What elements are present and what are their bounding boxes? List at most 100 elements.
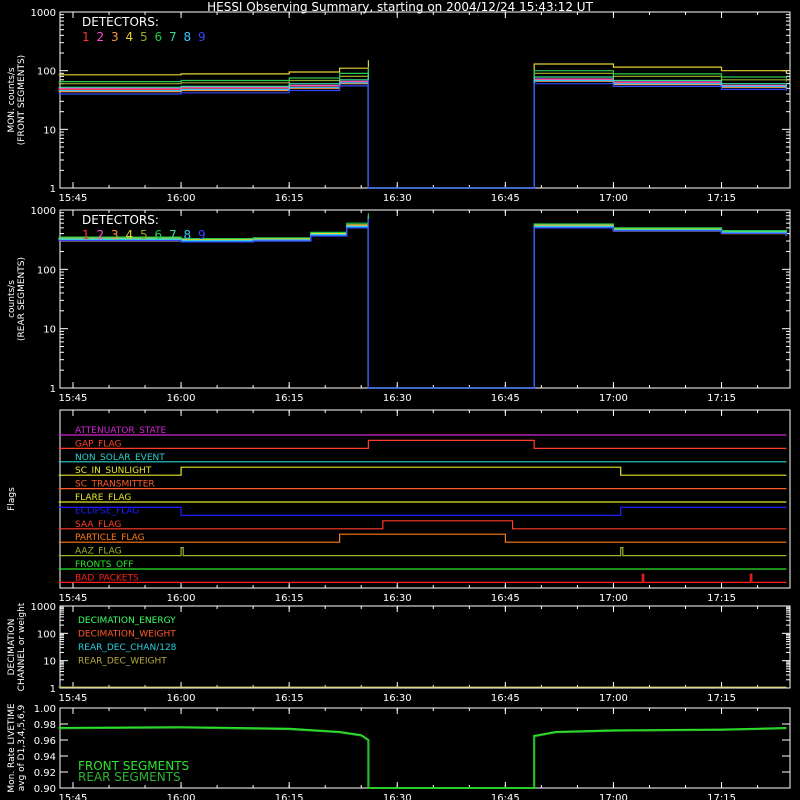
livetime-y-tick-label: 0.96 [34, 736, 56, 747]
front-y-tick-label: 1000 [31, 8, 56, 19]
flag-line-eclipse-flag [58, 506, 787, 516]
rear-legend-item: 7 [169, 228, 177, 242]
rear-legend-item: 8 [184, 228, 192, 242]
front-x-tick-label: 16:00 [167, 193, 196, 204]
front-y-tick-label: 100 [37, 67, 56, 78]
flags-x-tick-label: 16:30 [383, 593, 412, 604]
front-x-tick-label: 16:15 [275, 193, 304, 204]
flag-label: ECLIPSE_FLAG [75, 506, 139, 516]
front-series-detector-1 [58, 76, 787, 189]
rear-legend-title: DETECTORS: [82, 213, 159, 227]
decimation-y-tick-label: 100 [37, 629, 56, 640]
flag-label: SC_TRANSMITTER [75, 480, 155, 490]
livetime-legend-item: REAR SEGMENTS [78, 770, 181, 784]
rear-legend-item: 6 [155, 228, 163, 242]
chart-title: HESSI Observing Summary, starting on 200… [207, 0, 593, 14]
livetime-series [58, 727, 787, 789]
decimation-x-tick-label: 16:00 [167, 693, 196, 704]
decimation-legend-item: REAR_DEC_WEIGHT [78, 657, 167, 667]
front-legend-item: 9 [198, 30, 206, 44]
rear-x-tick-label: 15:45 [59, 393, 88, 404]
rear-legend-item: 2 [97, 228, 105, 242]
front-x-tick-label: 17:00 [599, 193, 628, 204]
livetime-y-tick-label: 0.90 [34, 784, 56, 795]
rear-x-tick-label: 16:15 [275, 393, 304, 404]
front-legend-item: 7 [169, 30, 177, 44]
flags-y-axis-label: Flags [7, 487, 17, 511]
rear-y-axis-label: counts/s [7, 280, 17, 318]
rear-x-tick-label: 16:30 [383, 393, 412, 404]
decimation-x-tick-label: 16:45 [491, 693, 520, 704]
front-x-tick-label: 15:45 [59, 193, 88, 204]
flag-label: FRONTS_OFF [75, 560, 133, 570]
decimation-x-tick-label: 17:00 [599, 693, 628, 704]
decimation-x-tick-label: 17:15 [707, 693, 736, 704]
flag-label: AAZ_FLAG [75, 547, 122, 557]
rear-legend-item: 9 [198, 228, 206, 242]
flag-line-sc-in-sunlight [58, 466, 787, 476]
rear-series-detector-7 [58, 217, 787, 389]
flag-label: BAD_PACKETS [75, 573, 139, 583]
flag-line-particle-flag [58, 533, 787, 543]
front-series-detector-6 [58, 67, 787, 189]
front-y-axis-label: MON. counts/s [7, 67, 17, 132]
rear-y-tick-label: 10 [43, 325, 56, 336]
front-legend-item: 1 [82, 30, 90, 44]
livetime-x-tick-label: 16:15 [275, 793, 304, 800]
decimation-legend-item: REAR_DEC_CHAN/128 [78, 643, 177, 653]
front-series-detector-4 [58, 60, 787, 189]
front-legend-title: DETECTORS: [82, 15, 159, 29]
front-series-detector-9 [58, 79, 787, 189]
flag-line-gap-flag [58, 439, 787, 449]
livetime-x-tick-label: 17:15 [707, 793, 736, 800]
front-legend-item: 5 [140, 30, 148, 44]
flag-line-bad-packets [58, 573, 787, 583]
front-legend-item: 3 [111, 30, 119, 44]
flag-label: GAP_FLAG [75, 439, 121, 449]
rear-x-tick-label: 17:00 [599, 393, 628, 404]
livetime-legend-item: FRONT SEGMENTS [78, 759, 189, 773]
rear-x-tick-label: 16:45 [491, 393, 520, 404]
rear-series-detector-1 [58, 217, 787, 389]
decimation-legend-item: DECIMATION_WEIGHT [78, 630, 176, 640]
flags-x-tick-label: 17:15 [707, 593, 736, 604]
decimation-y-tick-label: 1 [50, 684, 56, 695]
rear-y-tick-label: 1000 [31, 206, 56, 217]
front-y-axis-label: (FRONT SEGMENTS) [17, 55, 27, 145]
livetime-x-tick-label: 16:30 [383, 793, 412, 800]
flags-x-tick-label: 16:45 [491, 593, 520, 604]
livetime-y-axis-label: avg of D1,3,4,5,6,9 [17, 704, 27, 791]
flag-line-aaz-flag [58, 547, 787, 557]
livetime-x-tick-label: 16:45 [491, 793, 520, 800]
rear-legend-item: 5 [140, 228, 148, 242]
flags-x-tick-label: 17:00 [599, 593, 628, 604]
rear-x-tick-label: 17:15 [707, 393, 736, 404]
decimation-y-axis-label: CHANNEL or weight [17, 602, 27, 691]
rear-y-tick-label: 1 [50, 384, 56, 395]
livetime-y-tick-label: 1.00 [34, 704, 56, 715]
flags-plot-frame [59, 409, 791, 589]
decimation-y-axis-label: DECIMATION [7, 619, 17, 676]
decimation-legend-item: DECIMATION_ENERGY [78, 616, 176, 626]
front-legend-item: 8 [184, 30, 192, 44]
rear-series-detector-3 [58, 218, 787, 389]
rear-series-detector-9 [58, 218, 787, 389]
front-x-tick-label: 16:45 [491, 193, 520, 204]
rear-y-axis-label: (REAR SEGMENTS) [17, 257, 27, 341]
front-x-tick-label: 17:15 [707, 193, 736, 204]
flag-label: FLARE_FLAG [75, 493, 131, 503]
front-legend-item: 4 [126, 30, 134, 44]
decimation-x-tick-label: 15:45 [59, 693, 88, 704]
rear-series-detector-8 [58, 217, 787, 389]
flag-label: PARTICLE_FLAG [75, 533, 145, 543]
decimation-x-tick-label: 16:30 [383, 693, 412, 704]
flag-label: SC_IN_SUNLIGHT [75, 466, 152, 476]
decimation-x-tick-label: 16:15 [275, 693, 304, 704]
flags-x-tick-label: 15:45 [59, 593, 88, 604]
flag-label: SAA_FLAG [75, 520, 121, 530]
front-y-tick-label: 10 [43, 125, 56, 136]
rear-series-detector-5 [58, 218, 787, 389]
flag-label: NON_SOLAR_EVENT [75, 453, 165, 463]
flags-x-tick-label: 16:15 [275, 593, 304, 604]
